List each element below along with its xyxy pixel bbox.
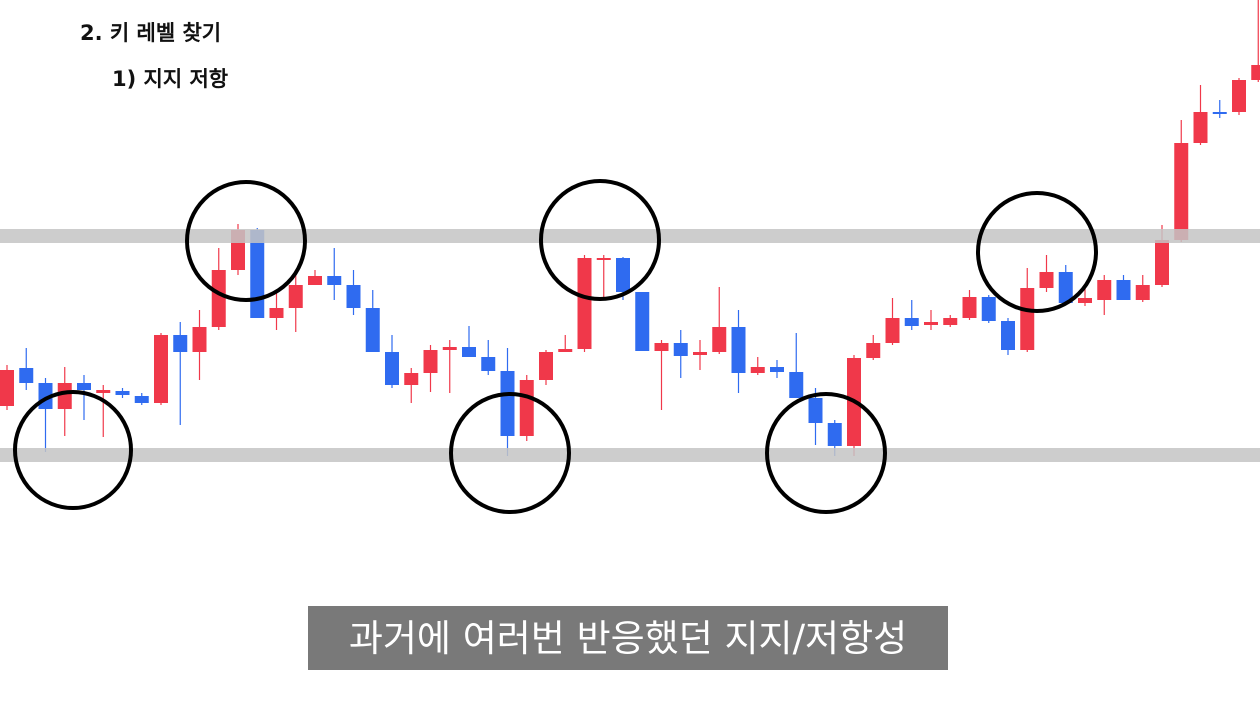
candle-body (924, 322, 938, 325)
circles (13, 179, 1098, 514)
candle-body (1078, 298, 1092, 303)
candle-body (1193, 112, 1208, 143)
circle (185, 180, 307, 302)
candle-body (904, 318, 919, 326)
candle-body (1251, 65, 1260, 80)
candle-body (250, 230, 265, 318)
candle-body (154, 335, 168, 403)
circle (13, 390, 133, 510)
candle-body (1058, 272, 1073, 303)
candle-body (365, 308, 380, 352)
caption-box (308, 606, 948, 670)
candle-body (731, 327, 746, 373)
candle-body (519, 380, 534, 436)
subtitle: 1) 지지 저항 (112, 67, 228, 91)
circle (449, 392, 571, 514)
candles (0, 0, 1260, 456)
candle-body (57, 383, 72, 409)
candle-body (981, 297, 996, 321)
candle-body (616, 258, 630, 292)
candle-body (442, 347, 457, 350)
candle-body (770, 367, 784, 372)
candle-body (1212, 112, 1227, 114)
candle-body (539, 352, 553, 380)
candle-body (77, 383, 91, 390)
circle (976, 191, 1098, 313)
candle-body (943, 318, 958, 325)
candle-body (481, 357, 496, 371)
candle-body (1135, 285, 1150, 300)
candle-body (115, 391, 130, 395)
candle-body (866, 343, 881, 358)
candle-body (693, 352, 707, 355)
candle-body (385, 352, 399, 385)
circle (539, 179, 661, 301)
candle-body (577, 258, 592, 349)
candle-body (288, 285, 303, 308)
candle-body (673, 343, 688, 356)
candle-body (558, 349, 573, 352)
candle-body (1039, 272, 1054, 288)
candle-body (269, 308, 284, 318)
candle-body (596, 258, 611, 260)
candle-body (462, 347, 476, 357)
candle-body (404, 373, 419, 385)
candle-body (1155, 240, 1169, 285)
candle-body (827, 423, 842, 446)
candle-body (789, 372, 804, 398)
candle-body (1020, 288, 1035, 350)
title: 2. 키 레벨 찾기 (80, 21, 221, 45)
candle-body (635, 292, 650, 351)
candle-body (1116, 280, 1131, 300)
candle-body (346, 285, 361, 308)
candle-body (808, 398, 823, 423)
candle-body (423, 350, 438, 373)
candle-body (1232, 80, 1246, 112)
candle-body (750, 367, 765, 373)
candle-body (134, 396, 149, 403)
candle-body (211, 270, 226, 327)
candle-body (327, 276, 342, 285)
candle-body (885, 318, 900, 343)
candle-body (712, 327, 727, 352)
candle-body (1097, 280, 1112, 300)
candle-body (1001, 321, 1015, 350)
caption: 과거에 여러번 반응했던 지지/저항성 (349, 617, 907, 660)
candle-body (0, 370, 14, 406)
candle-body (500, 371, 515, 436)
candle-body (173, 335, 188, 352)
candle-body (1174, 143, 1189, 240)
candle-body (308, 276, 322, 285)
candle-body (192, 327, 207, 352)
levels (0, 229, 1260, 462)
circle (765, 392, 887, 514)
candle-body (654, 343, 669, 351)
candle-body (19, 368, 34, 383)
candle-body (96, 390, 111, 393)
candle-body (962, 297, 977, 318)
